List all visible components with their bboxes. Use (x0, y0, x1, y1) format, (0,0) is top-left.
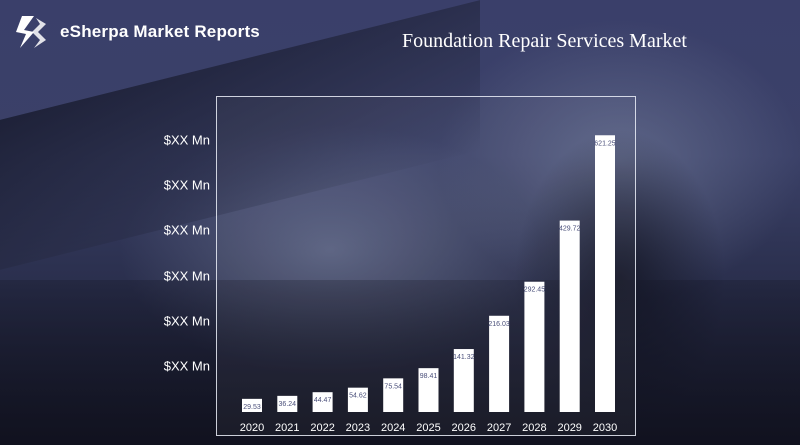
y-tick-label: $XX Mn (163, 177, 210, 193)
bar-2028 (524, 281, 545, 412)
report-title: Foundation Repair Services Market (402, 30, 687, 52)
data-label-2023: 54.62 (349, 393, 367, 400)
y-tick-label: $XX Mn (163, 222, 210, 238)
x-tick-label-2024: 2024 (381, 422, 405, 434)
bar-2029 (559, 220, 580, 412)
x-tick-label-2030: 2030 (593, 422, 617, 434)
background-ground (0, 280, 800, 445)
y-tick-label: $XX Mn (163, 358, 210, 374)
y-tick-label: $XX Mn (163, 313, 210, 329)
data-label-2029: 429.72 (559, 226, 581, 233)
y-tick-label: $XX Mn (163, 132, 210, 148)
data-label-2027: 216.03 (488, 321, 510, 328)
bar-2027 (489, 315, 510, 412)
x-tick-label-2026: 2026 (452, 422, 476, 434)
y-axis-labels: $XX Mn $XX Mn $XX Mn $XX Mn $XX Mn $XX Mn (0, 0, 216, 445)
bar-2024 (383, 378, 404, 412)
esherpa-logo-icon (16, 16, 46, 48)
data-label-2025: 98.41 (420, 373, 438, 380)
x-tick-label-2023: 2023 (346, 422, 370, 434)
data-label-2030: 621.25 (594, 140, 616, 147)
x-tick-label-2029: 2029 (557, 422, 581, 434)
y-tick-label: $XX Mn (163, 268, 210, 284)
data-label-2026: 141.32 (453, 354, 475, 361)
bar-2030 (595, 135, 615, 413)
x-tick-label-2027: 2027 (487, 422, 511, 434)
x-tick-label-2028: 2028 (522, 422, 546, 434)
bar-2020 (242, 398, 262, 412)
brand-logo: eSherpa Market Reports (8, 10, 260, 54)
data-label-2020: 29.53 (243, 404, 261, 411)
x-tick-label-2022: 2022 (310, 422, 334, 434)
x-tick-label-2020: 2020 (240, 422, 264, 434)
bar-2022 (312, 392, 333, 412)
brand-name: eSherpa Market Reports (60, 22, 260, 41)
x-tick-label-2025: 2025 (416, 422, 440, 434)
bar-2025 (418, 368, 439, 412)
data-label-2024: 75.54 (384, 383, 402, 390)
bar-2026 (453, 349, 474, 412)
bar-2023 (347, 387, 368, 412)
data-label-2028: 292.45 (524, 287, 546, 294)
data-label-2022: 44.47 (314, 397, 332, 404)
bar-2021 (277, 395, 298, 412)
data-label-2021: 36.24 (279, 401, 297, 408)
x-tick-label-2021: 2021 (275, 422, 299, 434)
